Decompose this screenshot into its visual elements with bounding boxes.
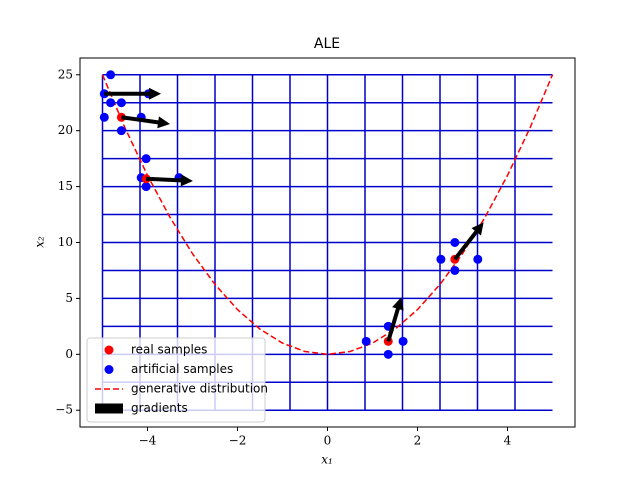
x-tick-label: −2 — [229, 434, 247, 448]
x-axis-label: x₁ — [321, 453, 333, 467]
point — [106, 70, 116, 80]
legend-label: artificial samples — [131, 362, 233, 376]
point — [106, 98, 116, 108]
point — [383, 349, 393, 359]
gradient-arrow — [146, 174, 193, 187]
point — [398, 336, 408, 346]
x-tick-label: −4 — [139, 434, 157, 448]
legend: real samples artificial samples generative… — [86, 337, 268, 423]
plot-area — [99, 70, 554, 411]
point — [116, 126, 126, 136]
point — [141, 182, 151, 192]
legend-marker — [104, 345, 114, 355]
point — [99, 112, 109, 122]
point — [436, 254, 446, 264]
y-tick-label: 15 — [58, 179, 73, 193]
point — [116, 98, 126, 108]
x-tick-label: 0 — [324, 434, 332, 448]
point — [141, 154, 151, 164]
gradient-arrow — [121, 115, 170, 129]
point — [450, 238, 460, 247]
legend-label: gradients — [131, 401, 188, 415]
y-tick-label: 5 — [65, 291, 73, 305]
point — [473, 254, 483, 264]
y-tick-label: −5 — [55, 403, 73, 417]
axes: −4 −2 0 2 4 −5 0 5 10 15 20 25 — [55, 67, 511, 447]
x-tick-label: 2 — [414, 434, 422, 448]
point — [361, 336, 371, 346]
chart-title: ALE — [314, 36, 340, 52]
x-tick-label: 4 — [504, 434, 512, 448]
gradient-arrow — [453, 222, 484, 261]
gradient-arrow — [386, 297, 404, 342]
y-tick-label: 10 — [58, 235, 73, 249]
point — [141, 174, 151, 184]
legend-label: real samples — [131, 343, 207, 357]
legend-label: generative distribution — [131, 382, 268, 396]
gradient-arrow — [104, 87, 161, 100]
point — [450, 265, 460, 275]
y-tick-label: 20 — [58, 123, 73, 137]
legend-box — [86, 337, 266, 423]
y-tick-label: 0 — [65, 347, 73, 361]
legend-marker — [104, 365, 114, 374]
y-axis-label: x₂ — [33, 236, 47, 248]
y-tick-label: 25 — [58, 67, 73, 81]
legend-marker — [95, 403, 123, 414]
